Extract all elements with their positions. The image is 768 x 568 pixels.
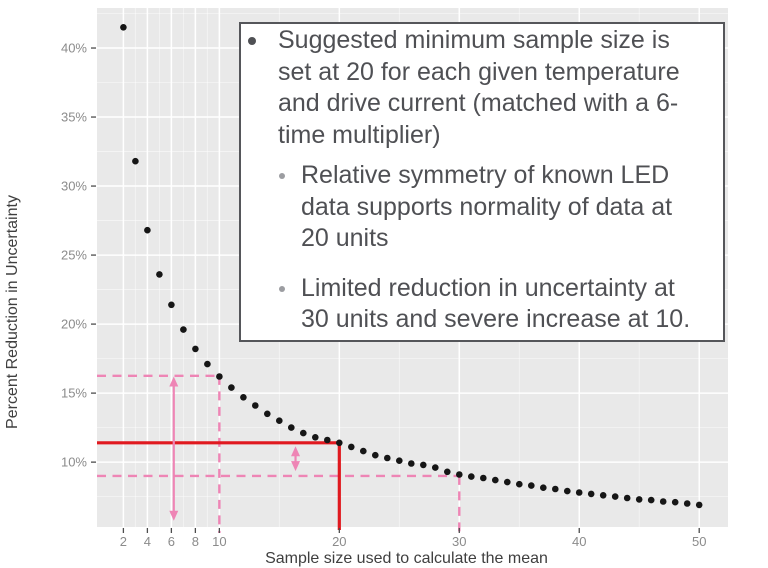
x-tick-label: 2 (120, 534, 127, 549)
data-point (528, 482, 535, 489)
data-point (611, 493, 619, 500)
x-tick-label: 20 (332, 534, 346, 549)
bullet-item-main: Suggested minimum sample size is set at … (246, 25, 717, 151)
data-point (228, 384, 235, 391)
data-point (623, 494, 631, 502)
data-point (300, 429, 307, 437)
x-tick-label: 50 (692, 534, 706, 549)
data-point (480, 474, 487, 482)
data-point (180, 326, 187, 333)
bullet-item-sub1: Relative symmetry of known LED data supp… (279, 160, 717, 255)
text-line: data supports normality of data at (301, 192, 673, 221)
x-axis-title: Sample size used to calculate the mean (265, 550, 548, 567)
data-point (168, 301, 175, 309)
y-tick-label: 40% (61, 41, 87, 56)
data-point (552, 485, 559, 493)
data-point (120, 24, 127, 31)
pink-arrow-short-head-up (291, 446, 301, 457)
data-point (516, 480, 523, 488)
data-point (264, 410, 271, 418)
x-tick-label: 30 (452, 534, 466, 549)
pink-arrow-long-head-down (169, 510, 179, 521)
x-tick-label: 6 (168, 534, 175, 549)
bullet-icon (248, 37, 256, 45)
data-point (204, 360, 211, 368)
y-tick-label: 25% (61, 248, 87, 263)
data-point (144, 226, 151, 234)
data-point (372, 451, 379, 459)
data-point (336, 439, 343, 447)
data-point (408, 460, 415, 467)
y-tick-label: 10% (61, 455, 87, 470)
data-point (192, 345, 199, 353)
data-point (288, 424, 295, 431)
data-point (156, 271, 163, 278)
sub-bullet-icon (279, 285, 285, 292)
bullet-item-sub2: Limited reduction in uncertainty at 30 u… (279, 273, 717, 336)
data-point (432, 464, 439, 471)
text-line: 30 units and severe increase at 10. (301, 305, 691, 333)
text-line: Relative symmetry of known LED (301, 161, 670, 189)
text-line: time multiplier) (278, 120, 441, 149)
x-tick-label: 40 (572, 534, 586, 549)
data-point (468, 473, 475, 480)
data-point (396, 457, 403, 465)
data-point (324, 436, 331, 444)
data-point (540, 484, 547, 492)
data-point (276, 417, 283, 425)
data-point (695, 501, 703, 509)
data-point (492, 476, 499, 484)
text-line: and drive current (matched with a 6- (278, 89, 679, 117)
x-tick-label: 8 (192, 534, 199, 549)
bullet-text-sub1: Relative symmetry of known LED data supp… (301, 160, 672, 255)
data-point (564, 487, 571, 495)
y-tick-label: 20% (61, 317, 87, 332)
pink-arrow-long-head-up (169, 376, 179, 387)
x-tick-label: 10 (212, 534, 226, 549)
data-point (599, 492, 607, 499)
text-line: Limited reduction in uncertainty at (301, 273, 675, 302)
data-point (240, 394, 247, 401)
data-point (575, 489, 583, 496)
callout-box: Suggested minimum sample size is set at … (239, 22, 725, 342)
data-point (252, 402, 259, 409)
bullet-text-main: Suggested minimum sample size is set at … (278, 25, 680, 151)
y-tick-label: 30% (61, 179, 87, 194)
data-point (635, 496, 643, 503)
sub-bullet-icon (279, 173, 285, 179)
data-point (456, 471, 463, 478)
pink-arrow-short-head-down (291, 461, 301, 472)
data-point (444, 468, 451, 476)
data-point (216, 373, 223, 380)
data-point (360, 447, 367, 455)
text-line: 20 units (301, 224, 389, 252)
text-line: Suggested minimum sample size is (278, 26, 670, 54)
data-point (348, 443, 355, 451)
data-point (420, 461, 427, 469)
data-point (504, 478, 511, 486)
data-point (671, 498, 679, 506)
data-point (384, 454, 391, 462)
data-point (683, 500, 691, 507)
text-line: set at 20 for each given temperature (278, 57, 680, 86)
y-tick-label: 15% (61, 386, 87, 401)
data-point (132, 157, 139, 165)
y-tick-label: 35% (61, 110, 87, 125)
data-point (647, 496, 655, 504)
y-axis-title: Percent Reduction in Uncertainty (4, 195, 21, 429)
x-tick-label: 4 (144, 534, 151, 549)
data-point (587, 490, 595, 498)
bullet-text-sub2: Limited reduction in uncertainty at 30 u… (301, 273, 690, 336)
data-point (312, 434, 319, 441)
data-point (659, 498, 667, 505)
